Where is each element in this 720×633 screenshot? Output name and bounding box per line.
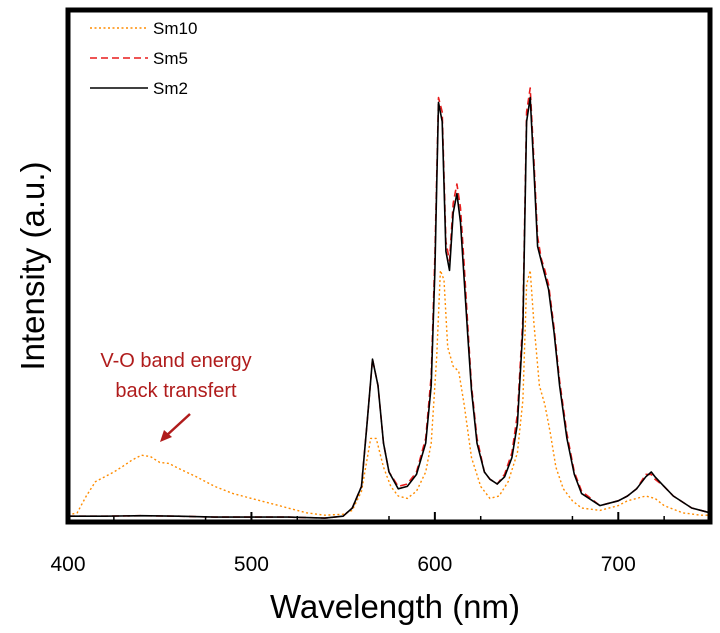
x-tick-label: 600 <box>417 553 452 576</box>
series-layer <box>67 87 711 519</box>
x-axis-title: Wavelength (nm) <box>270 588 520 625</box>
series-line-sm5 <box>68 87 711 519</box>
x-tick-label: 400 <box>50 553 85 576</box>
annotation-line-1: V-O band energy <box>100 350 251 372</box>
series-line-sm10 <box>67 269 710 516</box>
y-axis-title: Intensity (a.u.) <box>14 161 51 370</box>
ticks-layer: 400 500 600 700 <box>50 512 665 576</box>
x-tick-label: 500 <box>234 553 269 576</box>
annotation-arrow <box>165 413 191 437</box>
annotation-arrowhead <box>160 430 172 442</box>
legend-label-sm5: Sm5 <box>153 49 188 68</box>
x-tick-label: 700 <box>601 553 636 576</box>
series-line-sm2 <box>68 96 711 519</box>
legend-label-sm10: Sm10 <box>153 19 197 38</box>
legend: Sm10 Sm5 Sm2 <box>90 19 197 98</box>
legend-label-sm2: Sm2 <box>153 79 188 98</box>
annotation-line-2: back transfert <box>115 380 237 402</box>
